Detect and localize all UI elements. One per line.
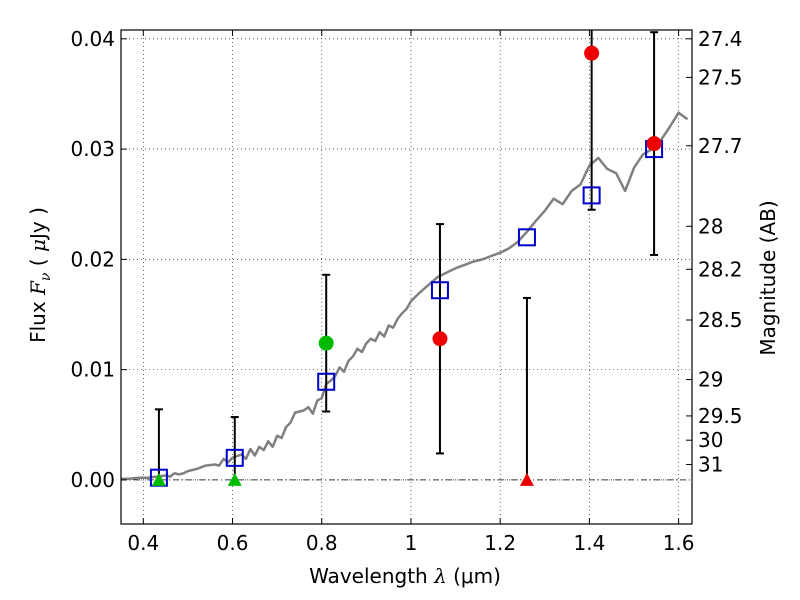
y-tick-label: 0.01 (70, 358, 115, 382)
model-photometry-point (430, 281, 449, 300)
y-tick-label: 0.04 (70, 27, 115, 51)
magnitude-tick-label: 31 (698, 452, 723, 476)
y2-axis-label: Magnitude (AB) (756, 200, 780, 355)
model-photometry-point (317, 372, 336, 391)
x-tick-label: 0.4 (127, 531, 159, 555)
y-tick-label: 0.02 (70, 247, 115, 271)
y-axis-label: Flux Fν ( μJy ) (26, 207, 54, 343)
y-tick-label: 0.03 (70, 137, 115, 161)
magnitude-tick-label: 28.2 (698, 257, 743, 281)
model-photometry-point (517, 228, 536, 247)
tick-layer: 0.4 0.6 0.8 1 1.2 1.4 1.6 0.00 0.01 0.02 0.03 0.04 2… (70, 27, 742, 555)
detection-point (432, 331, 448, 347)
magnitude-tick-label: 30 (698, 428, 723, 452)
model-photometry-point (582, 186, 601, 205)
y-tick-label: 0.00 (70, 468, 115, 492)
magnitude-tick-label: 29 (698, 368, 723, 392)
x-tick-label: 1.2 (484, 531, 516, 555)
series-layer (121, 30, 689, 487)
x-tick-label: 0.8 (306, 531, 338, 555)
detection-point (318, 335, 334, 351)
x-tick-label: 1 (405, 531, 418, 555)
magnitude-tick-label: 28.5 (698, 308, 743, 332)
grid-layer (121, 30, 692, 524)
magnitude-tick-label: 27.5 (698, 65, 743, 89)
magnitude-tick-label: 27.4 (698, 27, 743, 51)
magnitude-tick-label: 29.5 (698, 404, 743, 428)
x-tick-label: 1.4 (573, 531, 605, 555)
model-photometry-point (225, 448, 244, 467)
upper-limit-marker (151, 472, 166, 486)
upper-limit-marker (227, 472, 242, 486)
detection-point (584, 45, 600, 61)
upper-limit-marker (519, 472, 534, 486)
x-axis-label: Wavelength λ (μm) (309, 564, 501, 588)
magnitude-tick-label: 28 (698, 214, 723, 238)
x-tick-label: 1.6 (663, 531, 695, 555)
magnitude-tick-label: 27.7 (698, 134, 743, 158)
model-spectrum-line (121, 111, 689, 481)
x-tick-label: 0.6 (217, 531, 249, 555)
plot-frame (120, 29, 693, 525)
detection-point (646, 136, 662, 152)
